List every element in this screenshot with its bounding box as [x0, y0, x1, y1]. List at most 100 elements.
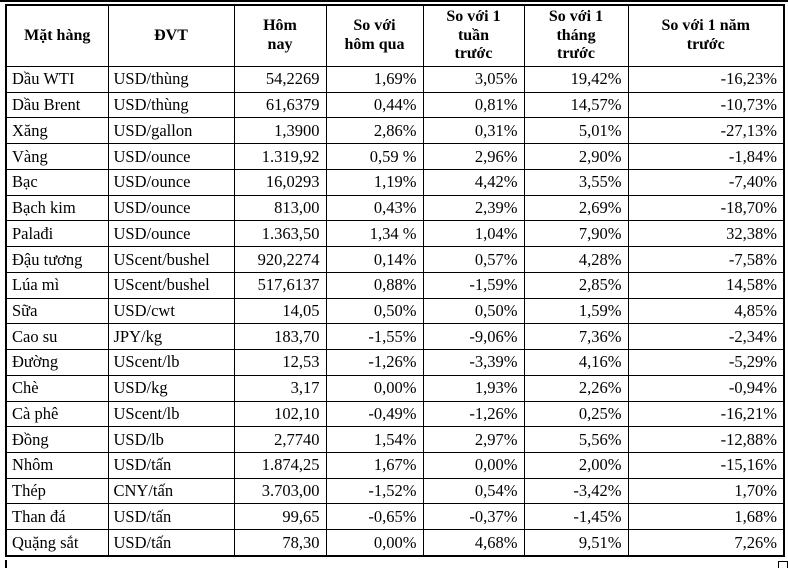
commodity-name-cell: Bạc	[5, 168, 109, 196]
value-cell: 0,81%	[422, 91, 525, 119]
value-cell: 78,30	[233, 529, 327, 557]
value-cell: 4,68%	[422, 529, 525, 557]
value-cell: 1,68%	[627, 503, 785, 531]
value-cell: 3,17	[233, 374, 327, 402]
header-cell: So với 1 năm trước	[627, 4, 785, 67]
value-cell: 1,3900	[233, 117, 327, 145]
value-cell: 0,59 %	[325, 143, 424, 170]
table-row: Dầu WTI USD/thùng 54,2269 1,69% 3,05% 19,42% -…	[5, 66, 785, 93]
value-cell: 1,67%	[325, 452, 424, 479]
value-cell: 32,38%	[627, 220, 785, 248]
value-cell: -1,26%	[325, 349, 424, 376]
value-cell: -0,65%	[325, 503, 424, 531]
unit-cell: USD/tấn	[107, 503, 235, 531]
value-cell: -16,23%	[627, 66, 785, 93]
value-cell: 4,16%	[523, 349, 629, 376]
table-row: Đậu tương UScent/bushel 920,2274 0,14% 0,57%…	[5, 246, 785, 273]
commodity-name-cell: Xăng	[5, 117, 109, 145]
table-row: Đồng USD/lb 2,7740 1,54% 2,97% 5,56% -12,88%	[5, 426, 785, 454]
commodity-name-cell: Dầu Brent	[5, 91, 109, 119]
commodity-name-cell: Đồng	[5, 426, 109, 454]
table-row: Dầu Brent USD/thùng 61,6379 0,44% 0,81% 14,57…	[5, 91, 785, 119]
value-cell: 5,01%	[523, 117, 629, 145]
table-row: Quặng sắt USD/tấn 78,30 0,00% 4,68% 9,51% 7,26…	[5, 529, 785, 557]
unit-cell: UScent/bushel	[107, 246, 235, 273]
value-cell: -3,39%	[422, 349, 525, 376]
unit-cell: USD/ounce	[107, 168, 235, 196]
unit-cell: UScent/lb	[107, 349, 235, 376]
unit-cell: USD/thùng	[107, 66, 235, 93]
value-cell: 12,53	[233, 349, 327, 376]
value-cell: 0,54%	[422, 477, 525, 505]
value-cell: 102,10	[233, 400, 327, 428]
value-cell: -27,13%	[627, 117, 785, 145]
cropped-top-border	[0, 0, 788, 2]
value-cell: 0,00%	[325, 374, 424, 402]
value-cell: 0,43%	[325, 194, 424, 222]
value-cell: 2,85%	[523, 271, 629, 299]
unit-cell: CNY/tấn	[107, 477, 235, 505]
header-cell: ĐVT	[107, 4, 235, 67]
value-cell: -5,29%	[627, 349, 785, 376]
unit-cell: USD/tấn	[107, 529, 235, 557]
table-row: Xăng USD/gallon 1,3900 2,86% 0,31% 5,01% -27,1…	[5, 117, 785, 145]
value-cell: -3,42%	[523, 477, 629, 505]
value-cell: 7,26%	[627, 529, 785, 557]
commodity-price-table: Mặt hàng ĐVT Hôm nay So với hôm qua So với 1…	[5, 4, 785, 557]
value-cell: 54,2269	[233, 66, 327, 93]
table-row: Nhôm USD/tấn 1.874,25 1,67% 0,00% 2,00% -15,16…	[5, 452, 785, 479]
value-cell: -1,59%	[422, 271, 525, 299]
table-row: Chè USD/kg 3,17 0,00% 1,93% 2,26% -0,94%	[5, 374, 785, 402]
value-cell: -1,52%	[325, 477, 424, 505]
header-cell: Hôm nay	[233, 4, 327, 67]
value-cell: 99,65	[233, 503, 327, 531]
value-cell: -18,70%	[627, 194, 785, 222]
value-cell: 0,44%	[325, 91, 424, 119]
unit-cell: UScent/bushel	[107, 271, 235, 299]
commodity-name-cell: Dầu WTI	[5, 66, 109, 93]
value-cell: 2,7740	[233, 426, 327, 454]
value-cell: 0,00%	[325, 529, 424, 557]
table-row: Sữa USD/cwt 14,05 0,50% 0,50% 1,59% 4,85%	[5, 297, 785, 325]
commodity-name-cell: Đường	[5, 349, 109, 376]
value-cell: 920,2274	[233, 246, 327, 273]
table-row: Đường UScent/lb 12,53 -1,26% -3,39% 4,16% -5,2…	[5, 349, 785, 376]
value-cell: 517,6137	[233, 271, 327, 299]
unit-cell: USD/kg	[107, 374, 235, 402]
value-cell: 2,39%	[422, 194, 525, 222]
header-cell: So với hôm qua	[325, 4, 424, 67]
value-cell: 1.874,25	[233, 452, 327, 479]
commodity-name-cell: Than đá	[5, 503, 109, 531]
commodity-name-cell: Bạch kim	[5, 194, 109, 222]
value-cell: 0,57%	[422, 246, 525, 273]
table-row: Cao su JPY/kg 183,70 -1,55% -9,06% 7,36% -2,34…	[5, 323, 785, 351]
value-cell: -1,84%	[627, 143, 785, 170]
unit-cell: UScent/lb	[107, 400, 235, 428]
cropped-next-row-left-border	[5, 560, 7, 568]
header-cell: Mặt hàng	[5, 4, 109, 67]
table-row: Palađi USD/ounce 1.363,50 1,34 % 1,04% 7,90% 3…	[5, 220, 785, 248]
value-cell: 16,0293	[233, 168, 327, 196]
value-cell: -15,16%	[627, 452, 785, 479]
value-cell: 813,00	[233, 194, 327, 222]
value-cell: -0,37%	[422, 503, 525, 531]
table-row: Bạc USD/ounce 16,0293 1,19% 4,42% 3,55% -7,40%	[5, 168, 785, 196]
commodity-name-cell: Lúa mì	[5, 271, 109, 299]
value-cell: 14,57%	[523, 91, 629, 119]
value-cell: 2,26%	[523, 374, 629, 402]
value-cell: 1,59%	[523, 297, 629, 325]
value-cell: 7,90%	[523, 220, 629, 248]
commodity-name-cell: Palađi	[5, 220, 109, 248]
unit-cell: USD/lb	[107, 426, 235, 454]
value-cell: 0,25%	[523, 400, 629, 428]
value-cell: 0,31%	[422, 117, 525, 145]
value-cell: 1,04%	[422, 220, 525, 248]
value-cell: 14,58%	[627, 271, 785, 299]
value-cell: 1,19%	[325, 168, 424, 196]
table-row: Cà phê UScent/lb 102,10 -0,49% -1,26% 0,25% -1…	[5, 400, 785, 428]
value-cell: 0,00%	[422, 452, 525, 479]
value-cell: 14,05	[233, 297, 327, 325]
unit-cell: USD/tấn	[107, 452, 235, 479]
value-cell: -1,26%	[422, 400, 525, 428]
unit-cell: USD/ounce	[107, 220, 235, 248]
